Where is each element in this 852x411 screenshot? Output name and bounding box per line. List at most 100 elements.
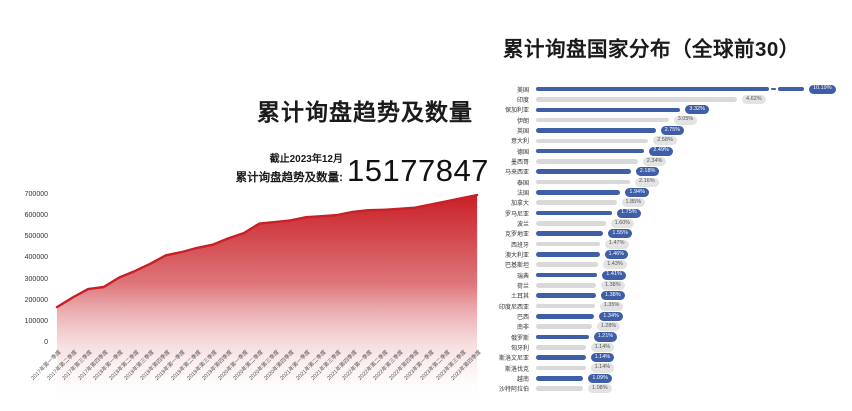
as-of-date-label: 截止2023年12月 [269,154,343,165]
bar-row: 伊朗 3.05% [484,115,852,125]
bar [536,117,669,123]
bar-value-badge: 2.16% [635,177,659,187]
bar-row: 墨西哥 2.34% [484,156,852,166]
bar-value-badge: 1.60% [610,218,635,228]
country-label: 马来西亚 [504,170,529,177]
bar-value-badge: 2.34% [642,156,667,166]
trend-area-chart [50,190,487,405]
bar-row: 印度 4.62% [484,94,852,105]
bar-value-badge: 1.55% [608,229,632,239]
bar-row: 巴基斯坦 1.43% [484,260,852,270]
bar-row: 斯洛文尼亚 1.14% [484,353,852,363]
total-inquiries-value: 15177847 [347,153,489,188]
country-label: 巴西 [516,314,529,321]
country-label: 越南 [516,376,529,383]
bar-row: 英国 2.75% [484,125,852,136]
country-label: 泰国 [516,180,529,187]
bar-row: 保加利亚 3.32% [484,105,852,115]
bar [536,334,589,340]
bar-value-badge: 2.75% [660,125,685,136]
bar [536,169,631,175]
bar-row: 荷兰 1.38% [484,280,852,290]
country-label: 保加利亚 [504,108,529,115]
country-label: 匈牙利 [510,345,529,352]
bar-row: 澳大利亚 1.46% [484,249,852,259]
bar-break [769,87,778,92]
country-label: 波兰 [516,221,529,228]
trend-area-svg [55,193,479,405]
country-label: 加拿大 [510,201,529,208]
bar [536,138,649,144]
country-label: 俄罗斯 [510,335,529,342]
y-tick-label: 200000 [24,296,48,304]
bar-value-badge: 1.43% [603,260,627,270]
bar-value-badge: 4.62% [742,94,766,105]
bar-row: 俄罗斯 1.21% [484,332,852,342]
bar [536,241,600,247]
bar-value-badge: 1.08% [588,384,612,394]
country-label: 伊朗 [516,118,529,125]
bar-value-badge: 1.28% [596,322,621,332]
bar-value-badge: 2.49% [649,146,673,156]
country-label: 美国 [516,87,529,94]
y-tick-label: 0 [44,339,48,346]
bar-row: 巴西 1.34% [484,311,852,321]
country-label: 英国 [516,128,529,135]
bar-value-badge: 1.14% [590,342,615,352]
bar [536,148,645,154]
trend-stat-labels: 截止2023年12月 累计询盘趋势及数量: [170,150,343,185]
bar-value-badge: 1.38% [601,280,625,290]
bar-row: 西班牙 1.47% [484,239,852,249]
country-label: 印度尼西亚 [498,304,529,311]
bar-row: 瑞典 1.41% [484,270,852,280]
bar [536,324,592,329]
country-label: 澳大利亚 [504,252,529,259]
bar [536,200,617,206]
country-label: 巴基斯坦 [504,263,529,270]
bar-row: 越南 1.09% [484,373,852,383]
bar-row: 马来西亚 2.18% [484,167,852,177]
bar [536,107,681,113]
bar-value-badge: 1.09% [588,373,612,383]
country-label: 斯洛伐克 [504,366,529,373]
country-bar-chart: 美国 10.19% 印度 4.62% 保加利亚 3.32% 伊朗 3.05% 英国 2.75% 意大… [484,84,852,394]
bar [536,386,583,391]
bar-value-badge: 2.18% [635,167,660,177]
bar-row: 法国 1.94% [484,187,852,197]
country-label: 荷兰 [516,283,529,290]
country-label: 印度 [516,97,529,104]
bar-value-badge: 1.85% [621,198,646,208]
trend-panel-title: 累计询盘趋势及数量 [257,99,473,125]
country-label: 克罗地亚 [504,232,529,239]
bar-value-badge: 1.14% [590,353,615,363]
bar [536,179,630,185]
total-inquiries-label: 累计询盘趋势及数量: [235,172,343,184]
bar-row: 匈牙利 1.14% [484,342,852,352]
bar [536,365,586,371]
y-tick-label: 400000 [24,254,48,262]
bar [536,221,606,226]
bar-row: 沙特阿拉伯 1.08% [484,384,852,394]
bar [536,262,599,268]
bar [536,376,584,381]
bar [536,314,595,319]
bar [536,159,638,164]
country-label: 法国 [516,190,529,197]
bar-value-badge: 1.21% [593,332,618,342]
bar-segment [536,86,769,92]
country-label: 斯洛文尼亚 [498,356,529,363]
country-label: 西班牙 [510,242,529,249]
bar [536,128,656,133]
country-label: 瑞典 [516,273,529,280]
bar-row: 加拿大 1.85% [484,198,852,208]
bar [536,190,621,195]
country-label: 意大利 [510,139,529,146]
bar-value-badge: 1.47% [604,239,629,249]
bar-value-badge: 1.94% [625,187,649,197]
country-label: 沙特阿拉伯 [498,387,529,394]
bar-value-badge: 1.34% [599,311,623,321]
bar [536,252,600,257]
bar-row: 印度尼西亚 1.35% [484,301,852,311]
bar-value-badge: 1.41% [602,270,626,280]
